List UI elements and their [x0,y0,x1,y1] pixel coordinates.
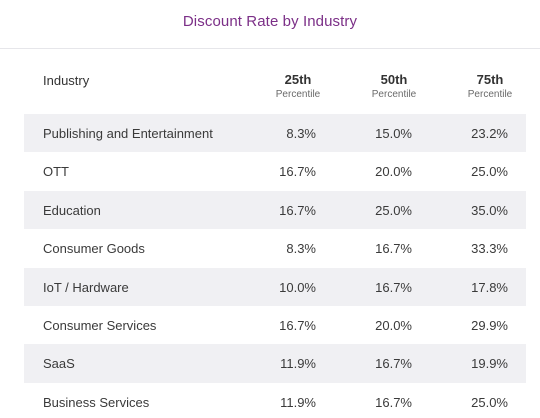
cell-25th: 8.3% [286,241,316,257]
cell-industry: IoT / Hardware [43,279,129,295]
header-75th-sub: Percentile [467,89,513,100]
header-75th-label: 75th [476,72,504,87]
cell-50th: 20.0% [375,317,412,333]
cell-75th: 35.0% [471,202,508,218]
cell-50th: 16.7% [375,279,412,295]
cell-industry: Consumer Goods [43,241,145,257]
cell-industry: Education [43,202,101,218]
cell-25th: 11.9% [280,356,316,372]
header-industry: Industry [43,73,90,88]
cell-25th: 16.7% [279,164,316,180]
cell-25th: 10.0% [279,279,316,295]
header-50th-label: 50th [380,72,408,87]
header-50th: 50th Percentile [354,72,434,100]
cell-25th: 16.7% [279,317,316,333]
header-50th-sub: Percentile [371,89,417,100]
cell-industry: Business Services [43,394,150,410]
cell-75th: 25.0% [471,164,508,180]
cell-50th: 15.0% [375,126,412,141]
cell-industry: OTT [43,164,69,180]
table-row: IoT / Hardware 10.0% 16.7% 17.8% [24,267,526,306]
cell-50th: 16.7% [375,241,412,257]
cell-50th: 16.7% [375,394,412,410]
table-row: Consumer Goods 8.3% 16.7% 33.3% [24,229,526,267]
cell-industry: SaaS [43,356,75,372]
cell-25th: 11.9% [280,394,316,410]
table-row: Business Services 11.9% 16.7% 25.0% [24,383,526,418]
table-row: Consumer Services 16.7% 20.0% 29.9% [24,306,526,344]
header-25th-sub: Percentile [275,89,321,100]
table-header: Industry 25th Percentile 50th Percentile… [24,60,526,114]
cell-industry: Consumer Services [43,317,157,333]
table-row: Publishing and Entertainment 8.3% 15.0% … [24,114,526,153]
cell-50th: 25.0% [375,202,412,218]
cell-25th: 8.3% [286,126,316,141]
table-row: OTT 16.7% 20.0% 25.0% [24,152,526,190]
header-25th-label: 25th [284,72,312,87]
cell-75th: 25.0% [471,394,508,410]
header-25th: 25th Percentile [258,72,338,100]
discount-rate-table: Industry 25th Percentile 50th Percentile… [24,60,526,418]
cell-50th: 16.7% [375,356,412,372]
header-75th: 75th Percentile [450,72,530,100]
page-title: Discount Rate by Industry [182,13,358,30]
cell-75th: 17.8% [471,279,508,295]
cell-industry: Publishing and Entertainment [43,126,213,141]
table-row: SaaS 11.9% 16.7% 19.9% [24,344,526,383]
cell-50th: 20.0% [375,164,412,180]
cell-75th: 19.9% [471,356,508,372]
cell-25th: 16.7% [279,202,316,218]
title-divider [0,48,540,49]
table-row: Education 16.7% 25.0% 35.0% [24,190,526,230]
cell-75th: 33.3% [471,241,508,257]
cell-75th: 29.9% [471,317,508,333]
cell-75th: 23.2% [471,126,508,141]
